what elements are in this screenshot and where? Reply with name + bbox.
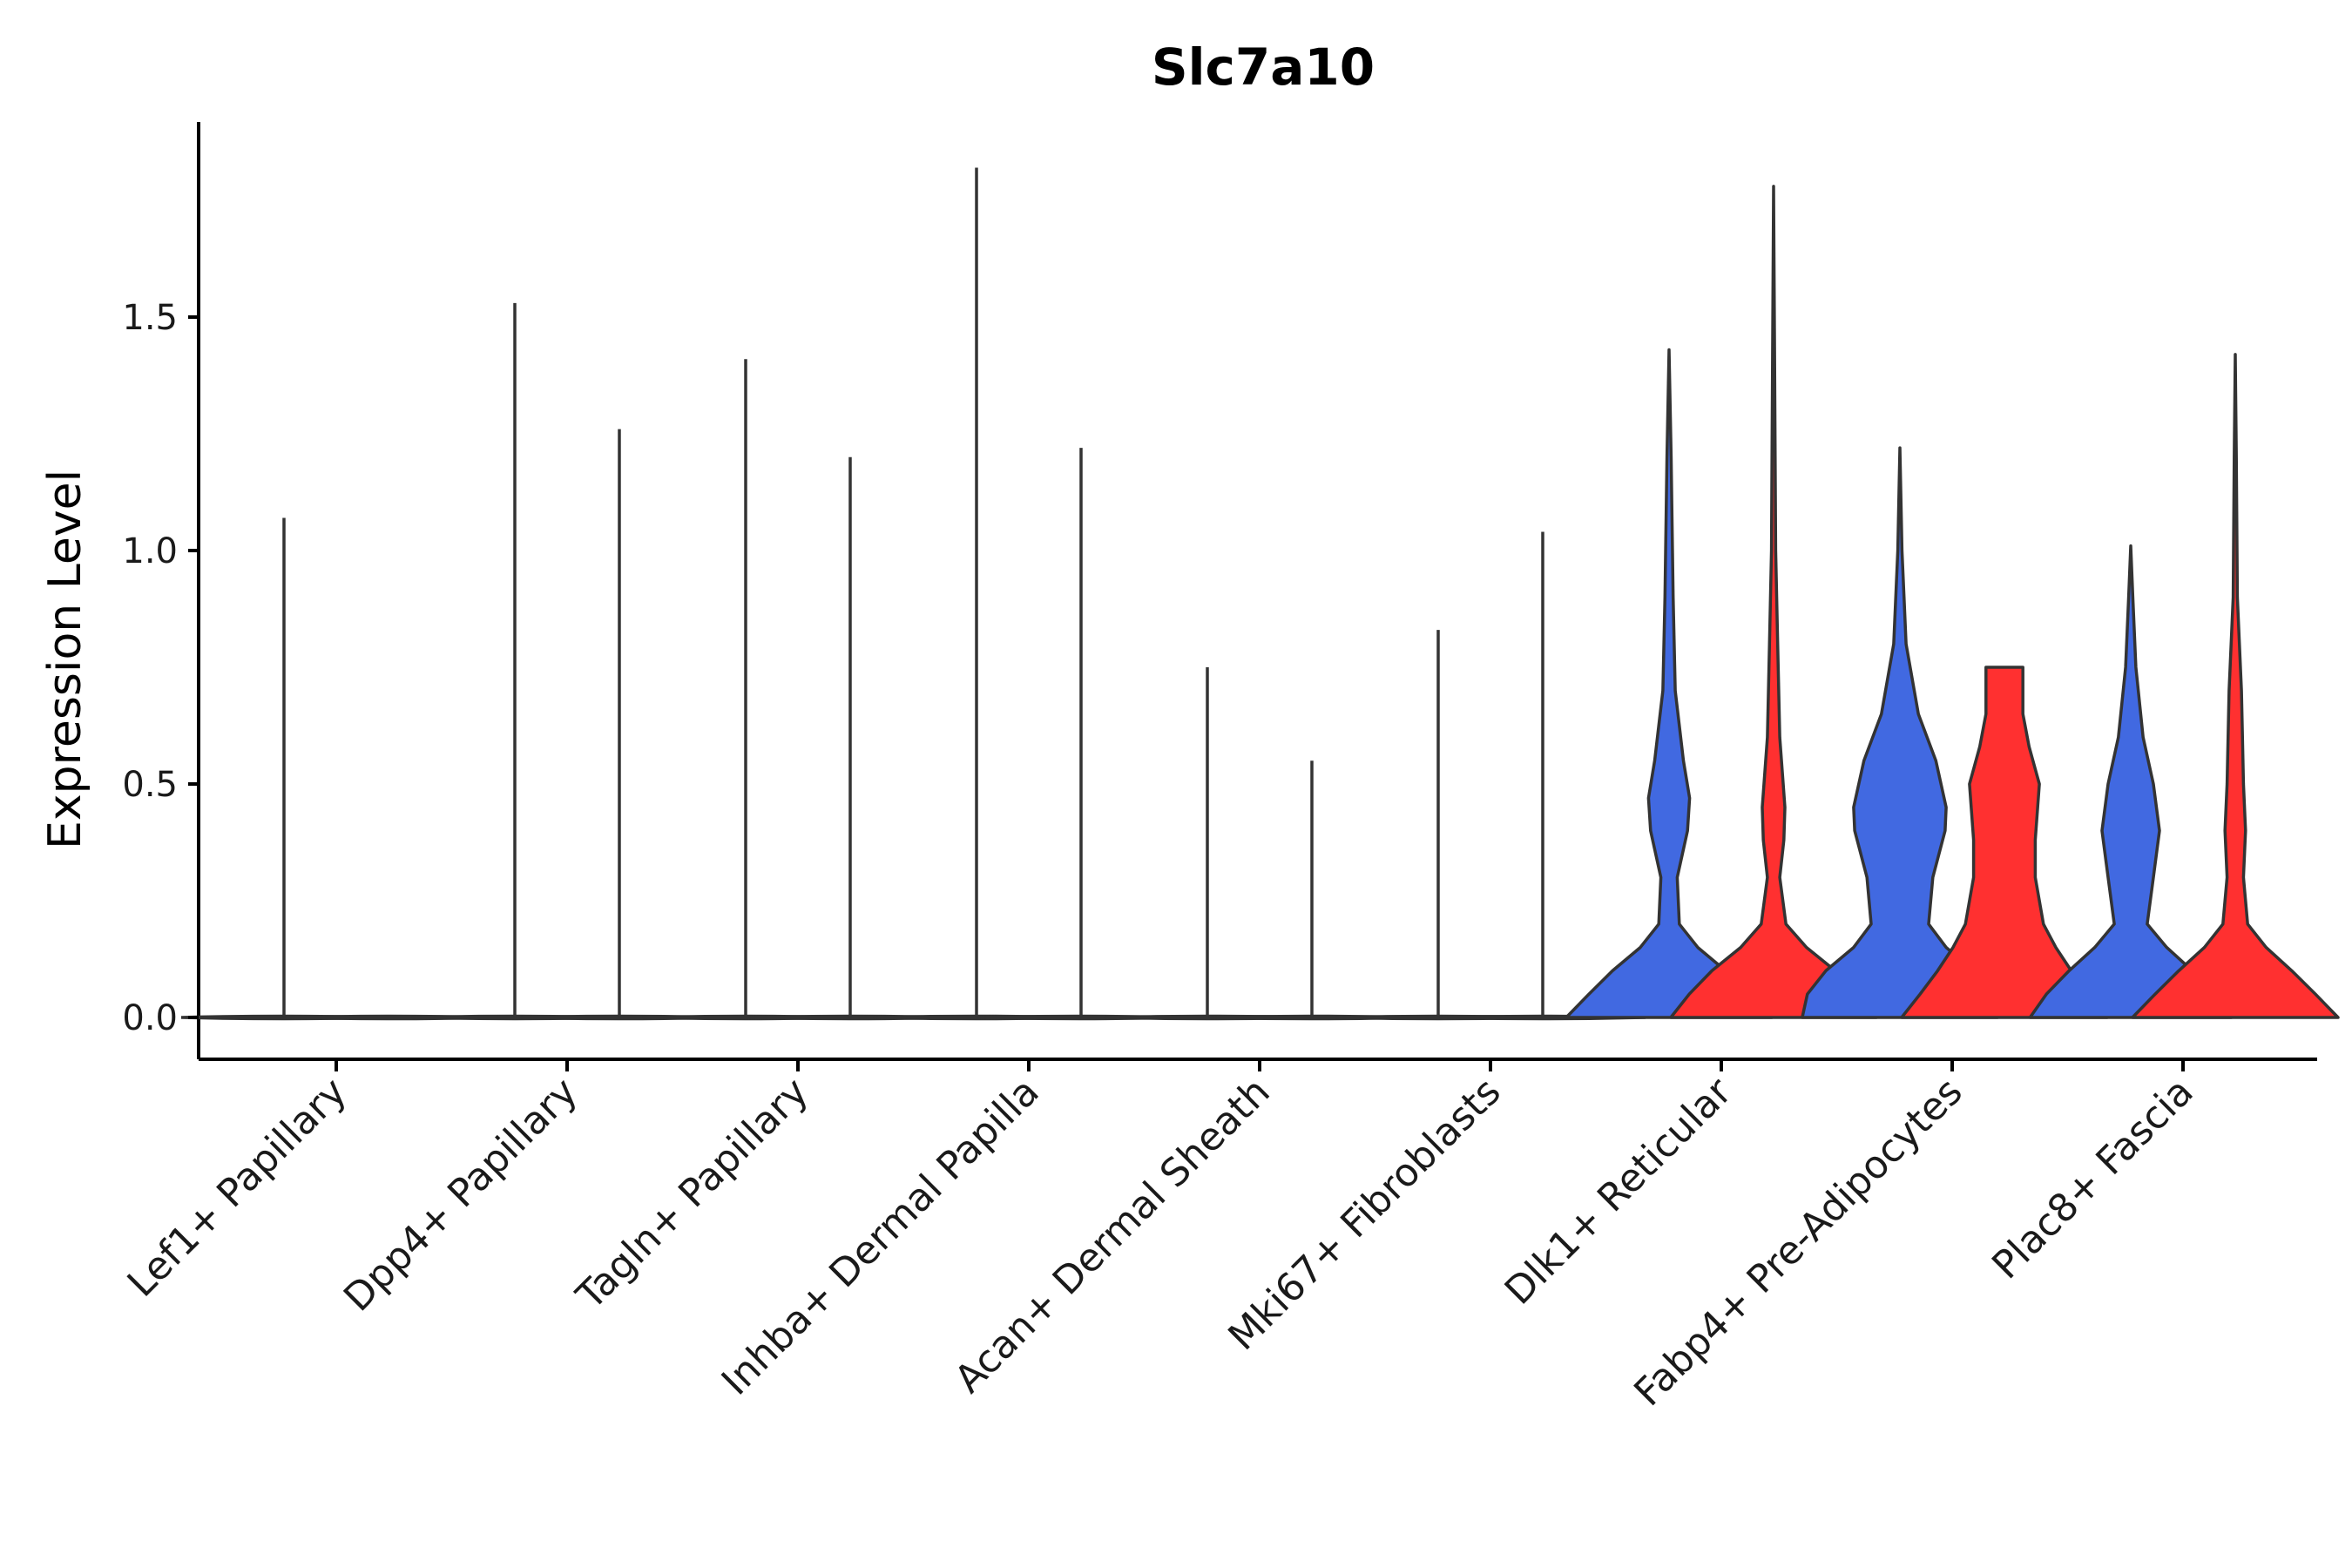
x-tick-label: Dpp4+ Papillary [335,1070,586,1321]
y-tick-label: 1.5 [122,298,178,338]
violins-group [180,167,2340,1021]
chart-title: Slc7a10 [1152,37,1375,97]
y-tick-label: 0.5 [122,765,178,805]
violin-body [1900,666,2109,1019]
violin-body [1669,185,1878,1019]
x-tick-label: Plac8+ Fascia [1984,1070,2202,1288]
y-tick-label: 1.0 [122,531,178,571]
violin-body [1565,348,1774,1019]
x-tick-label: Dlk1+ Reticular [1497,1069,1741,1314]
violin-body [2028,544,2234,1019]
y-tick-label: 0.0 [122,998,178,1038]
x-tick-label: Lef1+ Papillary [119,1070,355,1306]
x-tick-label: Tagln+ Papillary [568,1070,817,1319]
violin-body [1801,446,1999,1019]
violin-body [2131,353,2340,1019]
y-ticks-group: 0.0 0.5 1.0 1.5 [122,298,199,1038]
y-axis-label: Expression Level [39,470,91,849]
